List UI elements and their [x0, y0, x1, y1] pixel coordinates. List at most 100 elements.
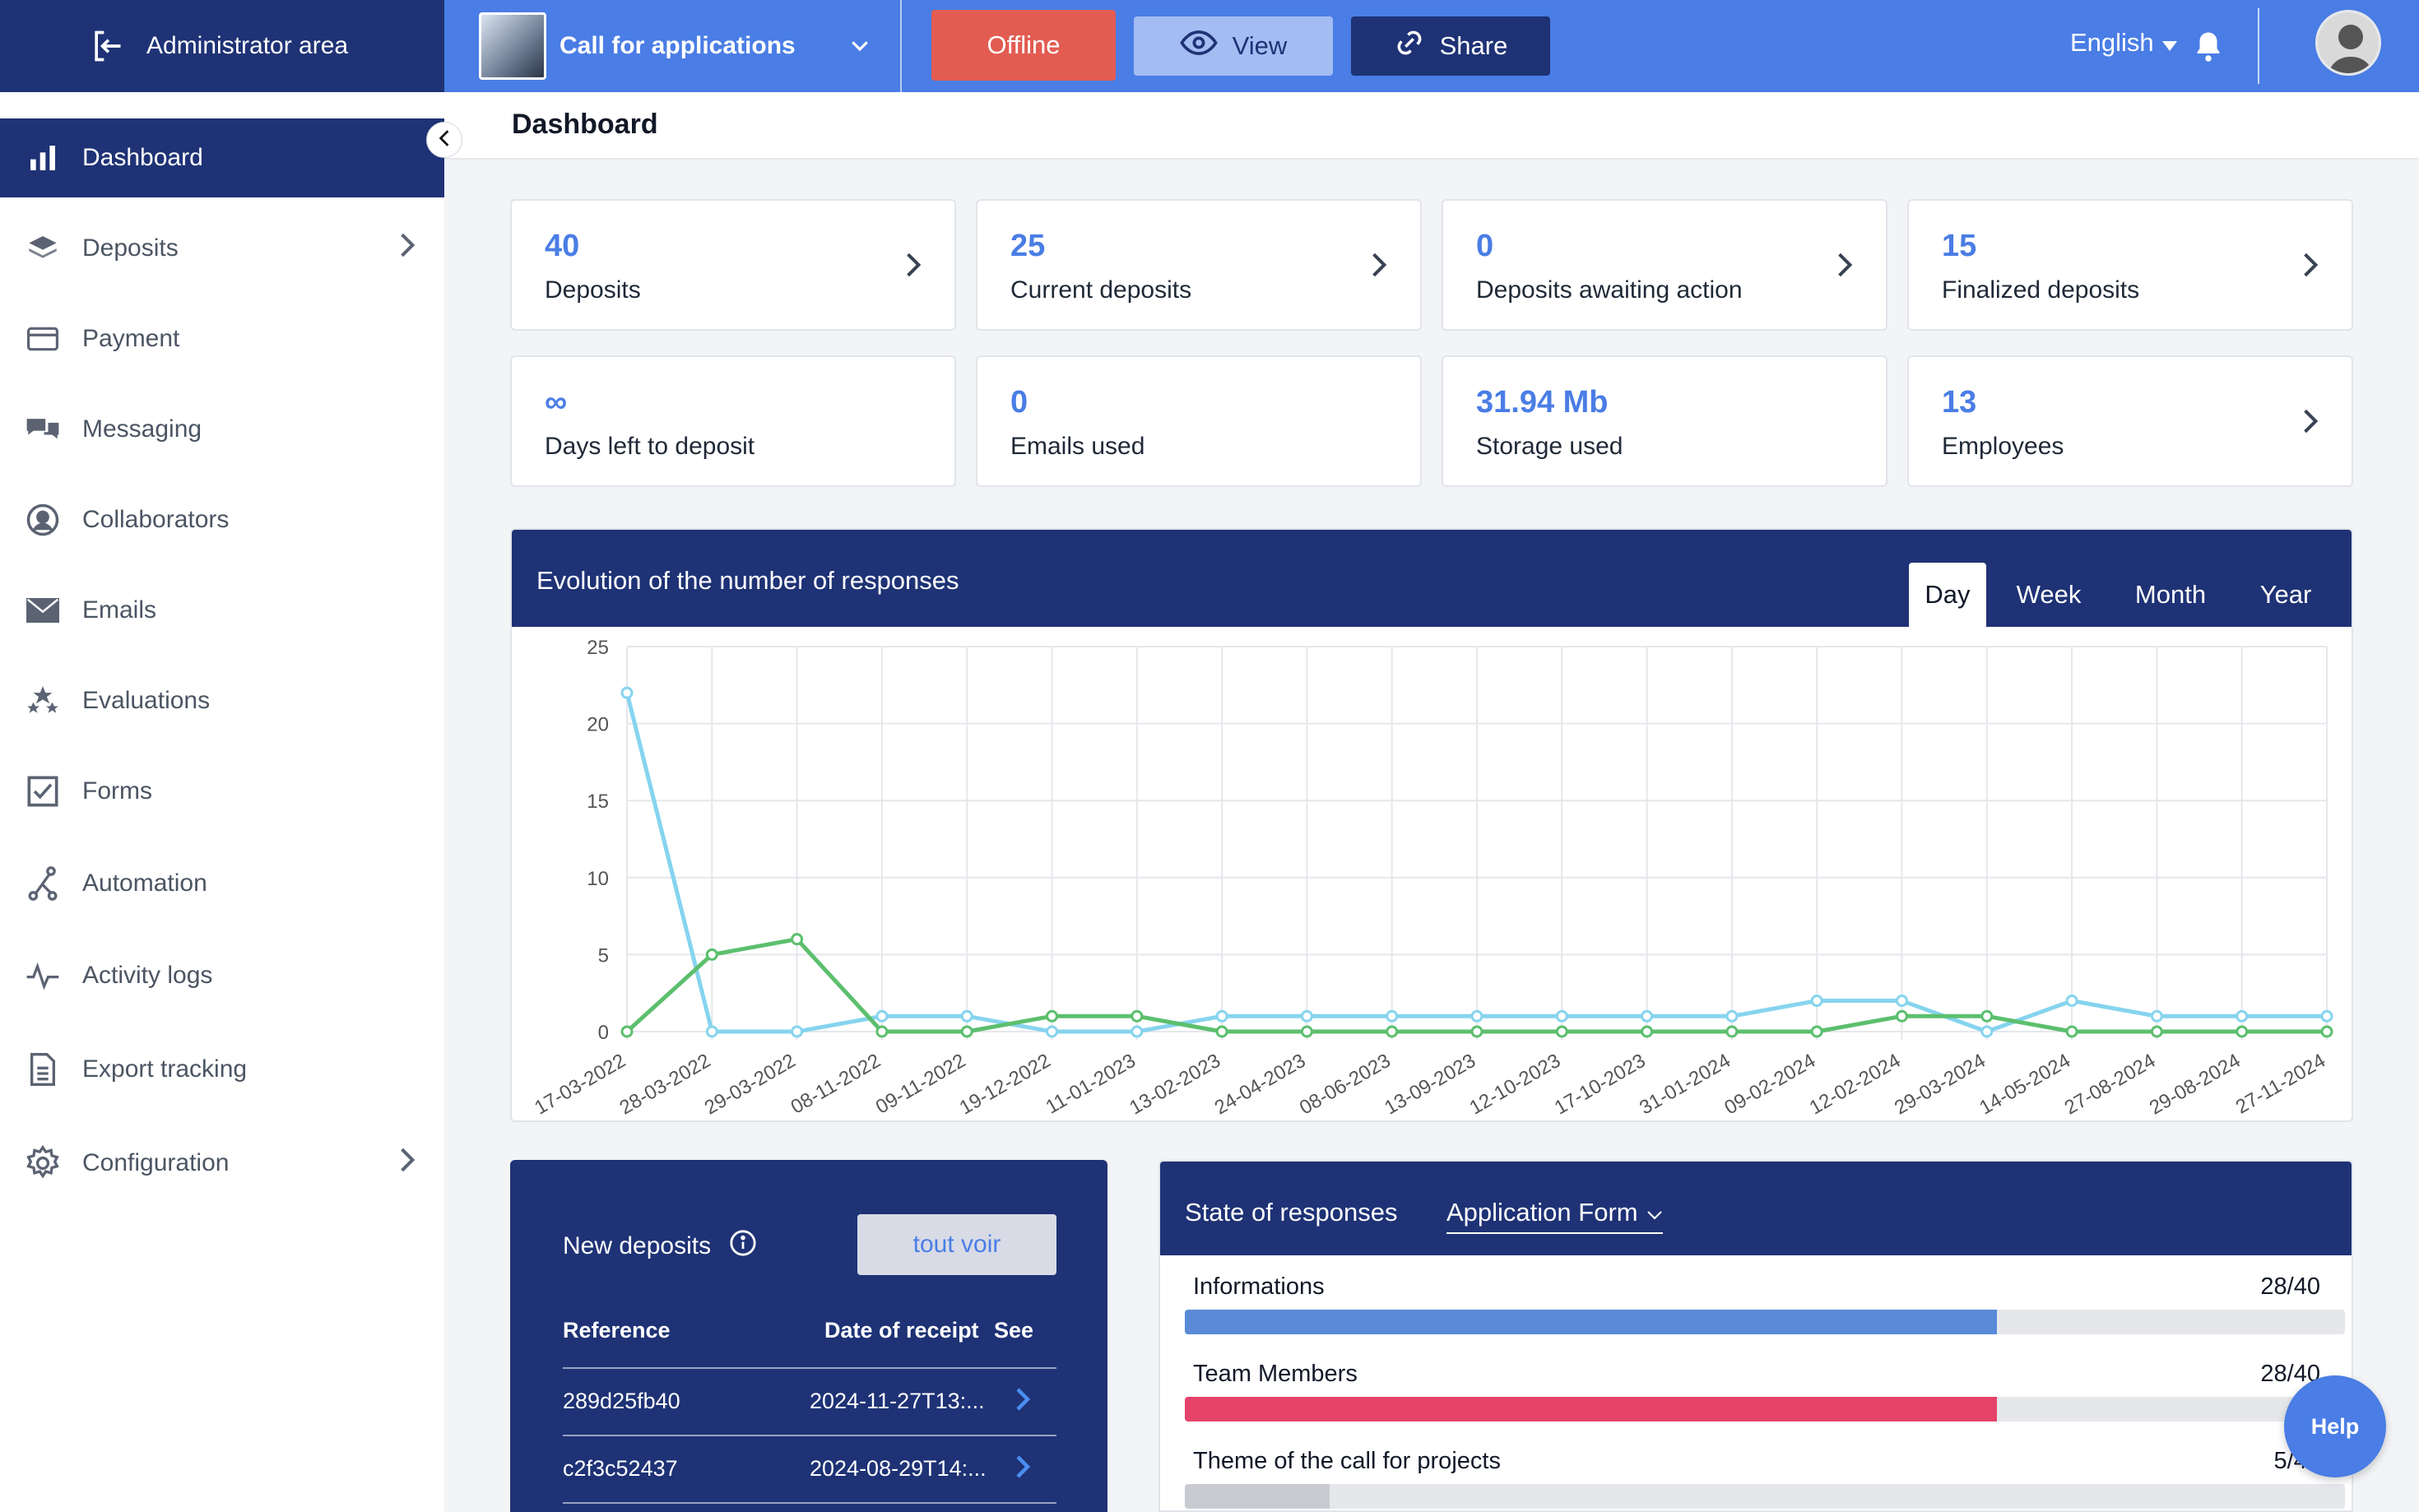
data-point — [1810, 995, 1823, 1008]
tab-day[interactable]: Day — [1909, 563, 1986, 627]
chevron-right-icon — [398, 232, 416, 265]
form-select[interactable]: Application Form — [1446, 1198, 1663, 1234]
progress-bar-track — [1185, 1484, 2345, 1509]
sidebar-item-configuration[interactable]: Configuration — [0, 1124, 444, 1203]
y-tick-label: 10 — [587, 868, 609, 890]
x-tick-label: 13-09-2023 — [1381, 1050, 1479, 1120]
stat-label: Deposits awaiting action — [1476, 276, 1743, 304]
data-point — [620, 686, 634, 699]
share-link-icon — [1394, 27, 1425, 65]
chevron-right-icon — [1371, 252, 1387, 282]
sidebar-item-evaluations[interactable]: Evaluations — [0, 661, 444, 740]
new-deposits-title: New deposits — [563, 1232, 712, 1259]
chevron-right-icon[interactable] — [1015, 1454, 1031, 1485]
data-point — [620, 1025, 634, 1038]
x-tick-label: 17-03-2022 — [531, 1050, 629, 1120]
language-label: English — [2070, 28, 2154, 57]
help-label: Help — [2310, 1413, 2360, 1439]
stat-label: Storage used — [1476, 433, 1623, 460]
x-tick-label: 13-02-2023 — [1126, 1050, 1224, 1120]
sidebar-item-label: Deposits — [82, 234, 179, 262]
progress-bar-fill — [1185, 1310, 1997, 1334]
x-tick-label: 31-01-2024 — [1636, 1050, 1734, 1120]
stat-value: ∞ — [545, 385, 568, 420]
data-point — [2150, 1009, 2163, 1023]
x-tick-label: 08-06-2023 — [1296, 1050, 1395, 1120]
stat-card-finalized-deposits[interactable]: 15 Finalized deposits — [1907, 199, 2353, 331]
responses-chart-panel: Evolution of the number of responses Day… — [510, 528, 2353, 1122]
data-point — [1641, 1009, 1654, 1023]
sidebar-item-activity-logs[interactable]: Activity logs — [0, 936, 444, 1015]
sidebar: Dashboard Deposits Payment Messaging Col… — [0, 92, 444, 1512]
info-icon[interactable] — [729, 1229, 757, 1264]
column-header-date: Date of receipt — [824, 1318, 979, 1343]
data-point — [1725, 1025, 1739, 1038]
stat-value: 13 — [1942, 385, 1977, 420]
data-point — [705, 1025, 718, 1038]
view-label: View — [1232, 31, 1288, 60]
data-point — [1131, 1025, 1144, 1038]
stat-card-employees[interactable]: 13 Employees — [1907, 355, 2353, 487]
collapse-sidebar-button[interactable] — [426, 122, 462, 158]
tab-year[interactable]: Year — [2259, 580, 2312, 609]
user-circle-icon — [25, 502, 61, 538]
data-point — [1386, 1025, 1399, 1038]
sidebar-item-payment[interactable]: Payment — [0, 299, 444, 378]
progress-bar-fill — [1185, 1484, 1330, 1509]
bell-icon[interactable] — [2194, 30, 2223, 67]
data-point — [1470, 1025, 1483, 1038]
x-tick-label: 11-01-2023 — [1042, 1050, 1140, 1119]
sidebar-item-export-tracking[interactable]: Export tracking — [0, 1030, 444, 1109]
stat-card-deposits-awaiting-action[interactable]: 0 Deposits awaiting action — [1442, 199, 1887, 331]
tab-week[interactable]: Week — [2016, 580, 2082, 609]
stat-card-current-deposits[interactable]: 25 Current deposits — [976, 199, 1422, 331]
data-point — [1131, 1009, 1144, 1023]
administrator-area-link[interactable]: Administrator area — [0, 0, 444, 92]
view-button[interactable]: View — [1134, 16, 1333, 76]
state-of-responses-title: State of responses — [1185, 1198, 1398, 1227]
x-tick-label: 29-03-2022 — [701, 1050, 800, 1120]
data-point — [960, 1009, 973, 1023]
stat-value: 0 — [1476, 229, 1494, 263]
sidebar-item-emails[interactable]: Emails — [0, 571, 444, 650]
table-row: c2f3c52437 2024-08-29T14:... — [563, 1435, 1056, 1502]
data-point — [1300, 1025, 1313, 1038]
data-point — [1046, 1025, 1058, 1038]
sidebar-item-deposits[interactable]: Deposits — [0, 209, 444, 288]
share-button[interactable]: Share — [1351, 16, 1550, 76]
data-point — [1896, 1009, 1908, 1023]
envelope-icon — [25, 592, 61, 628]
stat-card-deposits[interactable]: 40 Deposits — [510, 199, 956, 331]
caret-down-icon — [2161, 28, 2177, 58]
sidebar-item-collaborators[interactable]: Collaborators — [0, 480, 444, 559]
x-tick-label: 09-02-2024 — [1720, 1050, 1819, 1120]
exit-arrow-icon — [89, 28, 125, 64]
progress-bar-track — [1185, 1397, 2345, 1422]
sidebar-item-messaging[interactable]: Messaging — [0, 390, 444, 469]
help-button[interactable]: Help — [2284, 1375, 2386, 1477]
stat-label: Current deposits — [1010, 276, 1192, 304]
sidebar-item-label: Forms — [82, 777, 152, 805]
data-point — [791, 1025, 804, 1038]
state-of-responses-header: State of responses Application Form — [1160, 1162, 2352, 1255]
sidebar-item-forms[interactable]: Forms — [0, 752, 444, 831]
stat-card-emails-used: 0 Emails used — [976, 355, 1422, 487]
offline-button[interactable]: Offline — [931, 10, 1116, 81]
see-all-button[interactable]: tout voir — [857, 1214, 1056, 1275]
share-label: Share — [1439, 31, 1508, 60]
chevron-right-icon[interactable] — [1015, 1387, 1031, 1417]
document-icon — [25, 1051, 61, 1088]
data-point — [960, 1025, 973, 1038]
sidebar-item-label: Collaborators — [82, 506, 230, 533]
project-selector[interactable]: Call for applications — [444, 0, 902, 92]
sidebar-item-dashboard[interactable]: Dashboard — [0, 118, 444, 197]
sidebar-item-label: Payment — [82, 325, 180, 352]
sidebar-item-automation[interactable]: Automation — [0, 844, 444, 923]
chevron-right-icon — [2302, 252, 2319, 282]
column-header-see: See — [994, 1318, 1034, 1343]
table-row: 289d25fb40 2024-11-27T13:... — [563, 1367, 1056, 1435]
data-point — [1046, 1009, 1058, 1023]
tab-month[interactable]: Month — [2134, 580, 2207, 609]
language-selector[interactable]: English — [2070, 28, 2177, 58]
avatar[interactable] — [2315, 10, 2381, 76]
